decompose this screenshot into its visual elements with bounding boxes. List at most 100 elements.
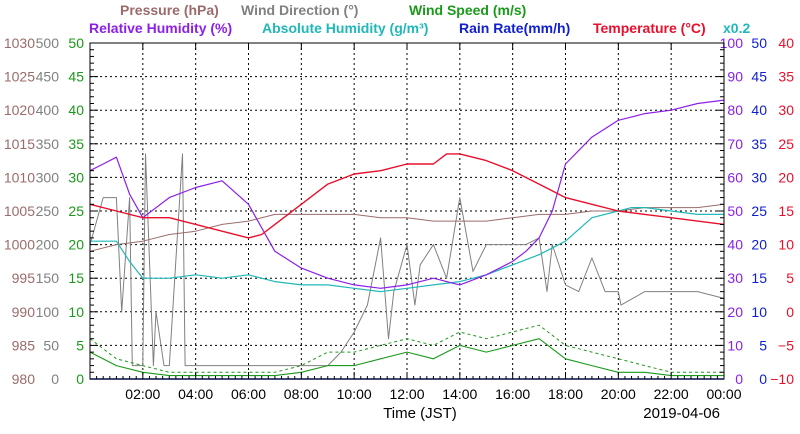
svg-text:Relative Humidity (%): Relative Humidity (%) [89, 20, 232, 36]
x-tick-label: 10:00 [337, 386, 372, 402]
y-tick-label-wind-speed: 20 [68, 237, 84, 253]
y-tick-label-wind-direction: 0 [51, 371, 59, 387]
y-tick-label-pressure: 995 [12, 270, 36, 286]
y-tick-label-humidity: 40 [727, 237, 743, 253]
y-tick-label-humidity: 0 [735, 371, 743, 387]
y-tick-label-rain-rate: 10 [751, 304, 767, 320]
y-tick-label-humidity: 90 [727, 69, 743, 85]
y-tick-label-rain-rate: 45 [751, 69, 767, 85]
y-tick-label-pressure: 1000 [4, 237, 35, 253]
y-tick-label-temperature: 10 [778, 237, 794, 253]
y-tick-label-wind-speed: 0 [76, 371, 84, 387]
x-tick-label: 06:00 [231, 386, 266, 402]
y-tick-label-wind-speed: 45 [68, 69, 84, 85]
x-tick-label: 16:00 [495, 386, 530, 402]
y-tick-label-pressure: 990 [12, 304, 36, 320]
x-tick-label: 22:00 [654, 386, 689, 402]
y-tick-label-rain-rate: 50 [751, 35, 767, 51]
svg-text:Pressure (hPa): Pressure (hPa) [120, 2, 219, 18]
y-tick-label-temperature: 40 [778, 35, 794, 51]
svg-text:Absolute Humidity (g/m³): Absolute Humidity (g/m³) [262, 20, 428, 36]
y-tick-label-rain-rate: 15 [751, 270, 767, 286]
y-tick-label-humidity: 30 [727, 270, 743, 286]
y-tick-label-humidity: 80 [727, 102, 743, 118]
y-tick-label-wind-direction: 350 [36, 136, 60, 152]
y-tick-label-wind-direction: 300 [36, 169, 60, 185]
x-tick-label: 08:00 [284, 386, 319, 402]
y-tick-label-wind-direction: 400 [36, 102, 60, 118]
y-tick-label-rain-rate: 40 [751, 102, 767, 118]
svg-text:Temperature (°C): Temperature (°C) [593, 20, 706, 36]
x-tick-label: 02:00 [125, 386, 160, 402]
y-tick-label-humidity: 60 [727, 169, 743, 185]
y-tick-label-temperature: −5 [778, 337, 794, 353]
legend-wind-direction: Wind Direction (°) [241, 2, 358, 18]
y-tick-label-temperature: 35 [778, 69, 794, 85]
y-tick-label-wind-speed: 40 [68, 102, 84, 118]
y-tick-label-humidity: 70 [727, 136, 743, 152]
legend-pressure: Pressure (hPa) [120, 2, 219, 18]
legend-temperature: Temperature (°C) [593, 20, 706, 36]
series-relative-humidity [89, 99, 725, 289]
svg-text:Rain Rate(mm/h): Rain Rate(mm/h) [459, 20, 570, 36]
x-tick-label: 14:00 [442, 386, 477, 402]
y-tick-label-wind-direction: 100 [36, 304, 60, 320]
y-tick-label-temperature: −10 [770, 371, 794, 387]
y-tick-label-wind-speed: 10 [68, 304, 84, 320]
chart-date: 2019-04-06 [643, 405, 720, 422]
y-tick-label-wind-direction: 250 [36, 203, 60, 219]
legend-wind-speed: Wind Speed (m/s) [409, 2, 526, 18]
y-tick-label-rain-rate: 20 [751, 237, 767, 253]
plot-frame [89, 42, 725, 380]
y-tick-label-rain-rate: 35 [751, 136, 767, 152]
y-tick-label-wind-direction: 450 [36, 69, 60, 85]
y-tick-label-wind-direction: 200 [36, 237, 60, 253]
svg-text:Wind Direction (°): Wind Direction (°) [241, 2, 358, 18]
y-tick-label-wind-direction: 50 [43, 337, 59, 353]
y-tick-label-rain-rate: 0 [759, 371, 767, 387]
y-tick-label-wind-speed: 35 [68, 136, 84, 152]
multiplier-label: x0.2 [723, 20, 750, 36]
y-tick-label-rain-rate: 30 [751, 169, 767, 185]
y-tick-label-humidity: 50 [727, 203, 743, 219]
y-tick-label-temperature: 15 [778, 203, 794, 219]
y-tick-label-wind-direction: 150 [36, 270, 60, 286]
axes-layer: 02:00 04:00 06:00 08:00 10:00 12:00 14:00 16:00… [4, 35, 794, 402]
y-tick-label-pressure: 1005 [4, 203, 35, 219]
y-tick-label-temperature: 0 [786, 304, 794, 320]
svg-text:Wind Speed (m/s): Wind Speed (m/s) [409, 2, 526, 18]
y-tick-label-rain-rate: 5 [759, 337, 767, 353]
x-tick-label: 18:00 [548, 386, 583, 402]
series-temperature-c [89, 153, 725, 239]
x-tick-label: 00:00 [706, 386, 741, 402]
x-tick-label: 04:00 [178, 386, 213, 402]
y-tick-label-humidity: 100 [720, 35, 744, 51]
y-tick-label-wind-speed: 5 [76, 337, 84, 353]
svg-text:x0.2: x0.2 [723, 20, 750, 36]
y-tick-label-wind-speed: 15 [68, 270, 84, 286]
y-tick-label-wind-speed: 50 [68, 35, 84, 51]
y-tick-label-wind-speed: 30 [68, 169, 84, 185]
y-tick-label-temperature: 5 [786, 270, 794, 286]
x-tick-label: 20:00 [601, 386, 636, 402]
y-tick-label-pressure: 1025 [4, 69, 35, 85]
y-tick-label-rain-rate: 25 [751, 203, 767, 219]
y-tick-label-pressure: 1015 [4, 136, 35, 152]
legend-rain-rate: Rain Rate(mm/h) [459, 20, 570, 36]
y-tick-label-pressure: 980 [12, 371, 36, 387]
y-tick-label-humidity: 20 [727, 304, 743, 320]
y-tick-label-pressure: 1010 [4, 169, 35, 185]
y-tick-label-temperature: 30 [778, 102, 794, 118]
y-tick-label-wind-speed: 25 [68, 203, 84, 219]
series-absolute-humidity-g-m [90, 207, 724, 293]
y-tick-label-humidity: 10 [727, 337, 743, 353]
y-tick-label-pressure: 1030 [4, 35, 35, 51]
y-tick-label-temperature: 20 [778, 169, 794, 185]
x-axis-label: Time (JST) [383, 405, 457, 422]
y-tick-label-pressure: 985 [12, 337, 36, 353]
y-tick-label-pressure: 1020 [4, 102, 35, 118]
legend-relative-humidity: Relative Humidity (%) [89, 20, 232, 36]
y-tick-label-temperature: 25 [778, 136, 794, 152]
legend-absolute-humidity: Absolute Humidity (g/m³) [262, 20, 428, 36]
